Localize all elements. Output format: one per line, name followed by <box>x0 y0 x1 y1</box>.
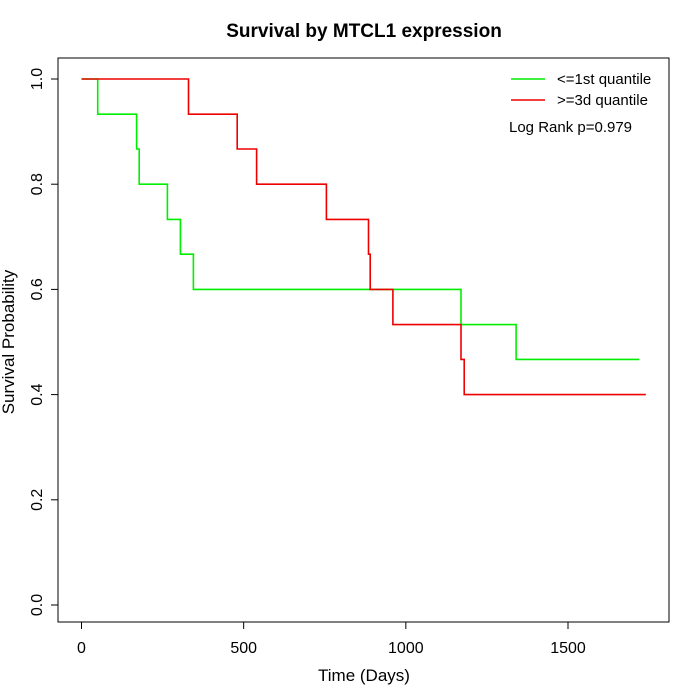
legend-label-0: <=1st quantile <box>557 71 651 88</box>
y-tick-label: 1.0 <box>29 68 46 90</box>
series-layer <box>81 78 646 396</box>
legend: <=1st quantile >=3d quantile <box>511 71 651 109</box>
x-tick-label: 1000 <box>388 640 424 657</box>
y-tick-label: 0.6 <box>29 278 46 300</box>
chart-title: Survival by MTCL1 expression <box>226 21 502 42</box>
log-rank-annotation: Log Rank p=0.979 <box>509 119 632 136</box>
series-line-1 <box>81 78 646 396</box>
plot-frame <box>57 57 670 623</box>
x-axis: 0 500 1000 1500 <box>77 621 586 657</box>
y-axis-label: Survival Probability <box>0 269 18 414</box>
y-tick-label: 0.2 <box>29 489 46 511</box>
legend-label-1: >=3d quantile <box>557 92 648 109</box>
x-axis-label: Time (Days) <box>318 666 410 685</box>
y-axis: 0.0 0.2 0.4 0.6 0.8 1.0 <box>29 68 59 616</box>
y-tick-label: 0.4 <box>29 383 46 405</box>
x-tick-label: 500 <box>230 640 257 657</box>
series-line-0 <box>81 78 640 361</box>
x-tick-label: 0 <box>77 640 86 657</box>
y-tick-label: 0.8 <box>29 173 46 195</box>
y-tick-label: 0.0 <box>29 594 46 616</box>
x-tick-label: 1500 <box>550 640 586 657</box>
